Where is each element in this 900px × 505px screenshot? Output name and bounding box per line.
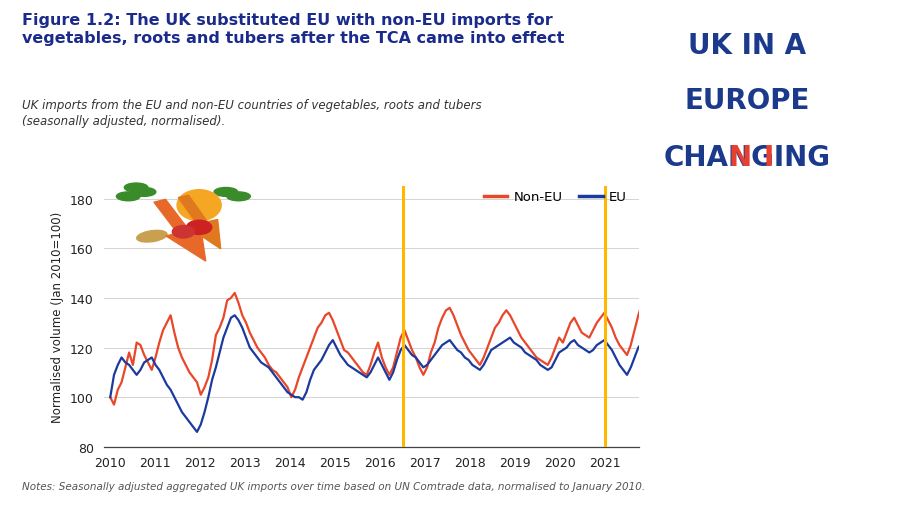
- Line: EU: EU: [110, 316, 755, 432]
- Non-EU: [297, 365, 308, 371]
- Text: EUROPE: EUROPE: [684, 87, 810, 115]
- Ellipse shape: [227, 192, 250, 201]
- EU: [301, 389, 311, 395]
- EU: [493, 342, 504, 348]
- Non-EU: [490, 325, 500, 331]
- Circle shape: [186, 221, 211, 235]
- Non-EU: [316, 320, 327, 326]
- Non-EU: [109, 402, 120, 408]
- FancyArrow shape: [154, 200, 206, 262]
- Non-EU: [452, 323, 463, 329]
- Circle shape: [173, 226, 194, 238]
- Text: UK imports from the EU and non-EU countries of vegetables, roots and tubers
(sea: UK imports from the EU and non-EU countr…: [22, 98, 482, 128]
- Y-axis label: Normalised volume (Jan 2010=100): Normalised volume (Jan 2010=100): [51, 212, 64, 422]
- EU: [154, 367, 165, 373]
- EU: [403, 347, 414, 354]
- Non-EU: [158, 327, 168, 333]
- Non-EU: [716, 228, 726, 234]
- Text: Figure 1.2: The UK substituted EU with non-EU imports for
vegetables, roots and : Figure 1.2: The UK substituted EU with n…: [22, 13, 565, 46]
- Non-EU: [750, 298, 760, 304]
- Text: I: I: [763, 144, 774, 172]
- Text: Notes: Seasonally adjusted aggregated UK imports over time based on UN Comtrade : Notes: Seasonally adjusted aggregated UK…: [22, 481, 645, 491]
- Legend: Non-EU, EU: Non-EU, EU: [479, 186, 633, 209]
- EU: [104, 394, 115, 400]
- Text: N: N: [728, 144, 752, 172]
- Ellipse shape: [214, 188, 238, 197]
- Line: Non-EU: Non-EU: [110, 231, 755, 405]
- EU: [192, 429, 202, 435]
- FancyArrow shape: [178, 196, 220, 249]
- Non-EU: [399, 327, 410, 333]
- EU: [320, 350, 330, 356]
- Ellipse shape: [177, 190, 221, 221]
- Text: CHANGING: CHANGING: [663, 144, 831, 172]
- Text: UK IN A: UK IN A: [688, 32, 806, 60]
- Ellipse shape: [137, 231, 167, 242]
- EU: [750, 384, 760, 390]
- EU: [230, 313, 240, 319]
- Ellipse shape: [132, 188, 156, 197]
- Non-EU: [104, 394, 115, 400]
- Ellipse shape: [124, 184, 148, 192]
- Ellipse shape: [116, 192, 140, 201]
- EU: [455, 350, 466, 356]
